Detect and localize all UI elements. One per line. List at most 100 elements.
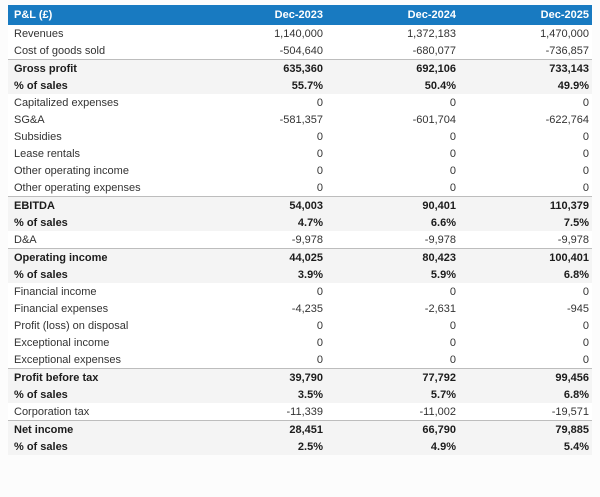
- cell-value: 1,470,000: [540, 28, 589, 40]
- cell-value: 66,790: [326, 420, 459, 438]
- row-label: Capitalized expenses: [14, 97, 119, 109]
- table-title: P&L (£): [8, 5, 193, 25]
- cell-value: -601,704: [412, 114, 456, 126]
- cell-value: 5.4%: [563, 441, 589, 453]
- cell-value: -19,571: [551, 406, 589, 418]
- cell-value: 80,423: [326, 248, 459, 266]
- cell-value: 0: [316, 165, 323, 177]
- cell-value: 5.9%: [430, 269, 456, 281]
- table-row: % of sales 3.5% 5.7% 6.8%: [8, 386, 592, 403]
- table-row: Operating income 44,025 80,423 100,401: [8, 248, 592, 266]
- cell-value: 55.7%: [291, 80, 323, 92]
- row-label: % of sales: [14, 269, 68, 281]
- row-label: Corporation tax: [14, 406, 90, 418]
- cell-value: 0: [316, 131, 323, 143]
- cell-value: 0: [316, 148, 323, 160]
- row-label: Exceptional expenses: [14, 354, 122, 366]
- table-row: Profit (loss) on disposal 0 0 0: [8, 317, 592, 334]
- cell-value: -622,764: [545, 114, 589, 126]
- cell-value: 0: [449, 165, 456, 177]
- row-label: % of sales: [14, 389, 68, 401]
- table-row: Corporation tax -11,339 -11,002 -19,571: [8, 403, 592, 421]
- table-row: D&A -9,978 -9,978 -9,978: [8, 231, 592, 249]
- cell-value: 0: [449, 182, 456, 194]
- column-header-dec-2023: Dec-2023: [193, 5, 326, 25]
- cell-value: 100,401: [459, 248, 592, 266]
- cell-value: 0: [316, 337, 323, 349]
- cell-value: 0: [449, 148, 456, 160]
- pnl-table: P&L (£) Dec-2023 Dec-2024 Dec-2025 Reven…: [8, 5, 592, 455]
- row-label: EBITDA: [8, 196, 193, 214]
- row-label: Exceptional income: [14, 337, 110, 349]
- cell-value: 77,792: [326, 368, 459, 386]
- cell-value: -2,631: [424, 303, 456, 315]
- cell-value: 1,140,000: [274, 28, 323, 40]
- cell-value: 39,790: [193, 368, 326, 386]
- cell-value: 90,401: [326, 196, 459, 214]
- row-label: Other operating income: [14, 165, 129, 177]
- table-row: Lease rentals 0 0 0: [8, 145, 592, 162]
- cell-value: 0: [582, 354, 589, 366]
- cell-value: 0: [449, 131, 456, 143]
- cell-value: 0: [582, 182, 589, 194]
- header-row: P&L (£) Dec-2023 Dec-2024 Dec-2025: [8, 5, 592, 25]
- cell-value: 0: [582, 148, 589, 160]
- cell-value: 0: [449, 97, 456, 109]
- row-label: Financial expenses: [14, 303, 109, 315]
- table-row: Subsidies 0 0 0: [8, 128, 592, 145]
- cell-value: 0: [582, 286, 589, 298]
- table-row: Gross profit 635,360 692,106 733,143: [8, 59, 592, 77]
- cell-value: 0: [582, 337, 589, 349]
- cell-value: 635,360: [193, 59, 326, 77]
- row-label: Profit before tax: [8, 368, 193, 386]
- cell-value: 692,106: [326, 59, 459, 77]
- row-label: Net income: [8, 420, 193, 438]
- cell-value: 0: [582, 97, 589, 109]
- cell-value: 0: [449, 337, 456, 349]
- cell-value: 49.9%: [557, 80, 589, 92]
- cell-value: 5.7%: [430, 389, 456, 401]
- row-label: Lease rentals: [14, 148, 81, 160]
- cell-value: 44,025: [193, 248, 326, 266]
- cell-value: -11,339: [286, 406, 324, 418]
- cell-value: 1,372,183: [407, 28, 456, 40]
- cell-value: -680,077: [412, 45, 456, 57]
- column-header-dec-2024: Dec-2024: [326, 5, 459, 25]
- row-label: Other operating expenses: [14, 182, 141, 194]
- cell-value: 733,143: [459, 59, 592, 77]
- table-row: Cost of goods sold -504,640 -680,077 -73…: [8, 42, 592, 60]
- cell-value: 7.5%: [563, 217, 589, 229]
- cell-value: 0: [316, 320, 323, 332]
- cell-value: -4,235: [291, 303, 323, 315]
- row-label: Operating income: [8, 248, 193, 266]
- row-label: Subsidies: [14, 131, 62, 143]
- cell-value: 28,451: [193, 420, 326, 438]
- table-row: Other operating income 0 0 0: [8, 162, 592, 179]
- pnl-table-container: P&L (£) Dec-2023 Dec-2024 Dec-2025 Reven…: [8, 5, 592, 455]
- cell-value: -9,978: [557, 234, 589, 246]
- table-row: Financial expenses -4,235 -2,631 -945: [8, 300, 592, 317]
- cell-value: -9,978: [291, 234, 323, 246]
- table-row: Financial income 0 0 0: [8, 283, 592, 300]
- table-row: % of sales 2.5% 4.9% 5.4%: [8, 438, 592, 455]
- row-label: % of sales: [14, 217, 68, 229]
- cell-value: -736,857: [545, 45, 589, 57]
- cell-value: -945: [566, 303, 589, 315]
- table-row: Capitalized expenses 0 0 0: [8, 94, 592, 111]
- cell-value: -11,002: [419, 406, 457, 418]
- row-label: Profit (loss) on disposal: [14, 320, 129, 332]
- row-label: Revenues: [14, 28, 64, 40]
- cell-value: 4.7%: [297, 217, 323, 229]
- cell-value: 79,885: [459, 420, 592, 438]
- cell-value: 6.8%: [563, 389, 589, 401]
- cell-value: 2.5%: [297, 441, 323, 453]
- cell-value: -9,978: [424, 234, 456, 246]
- row-label: Gross profit: [8, 59, 193, 77]
- cell-value: 0: [316, 286, 323, 298]
- cell-value: 6.6%: [430, 217, 456, 229]
- row-label: Cost of goods sold: [14, 45, 106, 57]
- column-header-dec-2025: Dec-2025: [459, 5, 592, 25]
- table-row: Exceptional income 0 0 0: [8, 334, 592, 351]
- cell-value: 0: [449, 320, 456, 332]
- table-row: Profit before tax 39,790 77,792 99,456: [8, 368, 592, 386]
